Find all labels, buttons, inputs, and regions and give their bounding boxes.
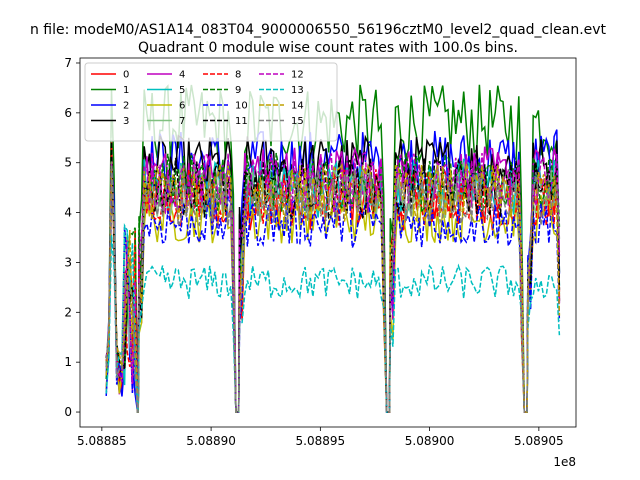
- series-line-13: [105, 222, 561, 413]
- x-offset-label: 1e8: [553, 455, 576, 469]
- y-tick-label-0: 0: [64, 405, 72, 419]
- x-tick-label-3: 5.08900: [405, 434, 455, 448]
- plot-lines: [105, 84, 561, 413]
- plot-area-frame: [79, 57, 577, 428]
- x-axis: 5.08885 5.08890 5.08895 5.08900 5.08905: [77, 427, 564, 448]
- x-tick-label-2: 5.08895: [296, 434, 346, 448]
- legend-label-2: 2: [123, 101, 129, 112]
- legend-label-9: 9: [235, 85, 241, 96]
- legend-label-0: 0: [123, 70, 129, 81]
- y-tick-label-4: 4: [64, 206, 72, 220]
- y-tick-label-5: 5: [64, 156, 72, 170]
- series-line-12: [105, 151, 561, 413]
- y-tick-label-1: 1: [64, 355, 72, 369]
- legend-label-13: 13: [291, 85, 304, 96]
- series-line-9: [105, 152, 561, 413]
- x-tick-label-4: 5.08905: [514, 434, 564, 448]
- x-tick-label-0: 5.08885: [77, 434, 127, 448]
- legend-label-7: 7: [179, 116, 185, 127]
- legend-label-12: 12: [291, 70, 304, 81]
- series-line-4: [105, 146, 561, 413]
- chart-suptitle: n file: modeM0/AS1A14_083T04_9000006550_…: [30, 22, 607, 38]
- legend-label-14: 14: [291, 101, 304, 112]
- legend-label-15: 15: [291, 116, 304, 127]
- chart-title: Quadrant 0 module wise count rates with …: [138, 40, 518, 56]
- series-line-14: [105, 162, 561, 413]
- y-tick-label-3: 3: [64, 255, 72, 269]
- legend-label-1: 1: [123, 85, 129, 96]
- legend-box: [84, 62, 338, 142]
- legend-label-10: 10: [235, 101, 248, 112]
- y-axis: 0 1 2 3 4 5 6 7: [64, 56, 80, 419]
- legend-label-4: 4: [179, 70, 185, 81]
- series-line-15: [105, 161, 561, 413]
- legend-label-6: 6: [179, 101, 185, 112]
- y-tick-label-7: 7: [64, 56, 72, 70]
- legend-label-3: 3: [123, 116, 129, 127]
- legend-label-5: 5: [179, 85, 185, 96]
- legend-label-8: 8: [235, 70, 241, 81]
- y-tick-label-6: 6: [64, 106, 72, 120]
- y-tick-label-2: 2: [64, 305, 72, 319]
- x-tick-label-1: 5.08890: [186, 434, 236, 448]
- legend-label-11: 11: [235, 116, 248, 127]
